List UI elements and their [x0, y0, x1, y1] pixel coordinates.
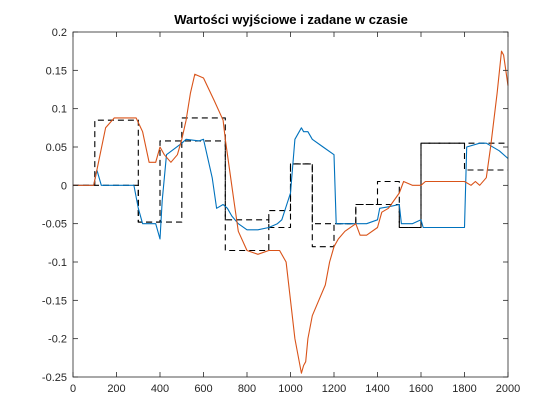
series-layer	[73, 50, 509, 374]
series-line-3	[73, 50, 509, 374]
y-tick-label-6: 0.05	[46, 142, 67, 154]
chart-title: Wartości wyjściowe i zadane w czasie	[174, 12, 408, 27]
axes-layer: 0 200 400 600 800 1000 1200 1400 1600 1800 2000 -0.…	[42, 27, 520, 395]
y-tick-label-7: 0.1	[52, 104, 67, 116]
series-line-2	[73, 127, 509, 240]
title-layer: Wartości wyjściowe i zadane w czasie	[174, 12, 408, 27]
x-tick-label-3: 600	[194, 383, 212, 395]
y-tick-label-3: -0.1	[48, 257, 67, 269]
x-tick-label-2: 400	[151, 383, 169, 395]
x-tick-label-9: 1800	[452, 383, 476, 395]
x-tick-label-8: 1600	[409, 383, 433, 395]
y-tick-label-4: -0.05	[42, 219, 67, 231]
series-line-1	[73, 140, 508, 229]
y-tick-label-5: 0	[61, 180, 67, 192]
x-tick-label-0: 0	[70, 383, 76, 395]
x-tick-label-10: 2000	[496, 383, 520, 395]
y-tick-label-1: -0.2	[48, 334, 67, 346]
x-tick-label-7: 1400	[365, 383, 389, 395]
y-tick-label-2: -0.15	[42, 295, 67, 307]
y-tick-label-9: 0.2	[52, 27, 67, 39]
y-tick-label-8: 0.15	[46, 65, 67, 77]
y-tick-label-0: -0.25	[42, 372, 67, 384]
x-tick-label-6: 1200	[322, 383, 346, 395]
x-tick-label-1: 200	[107, 383, 125, 395]
x-tick-label-4: 800	[238, 383, 256, 395]
x-tick-label-5: 1000	[278, 383, 302, 395]
